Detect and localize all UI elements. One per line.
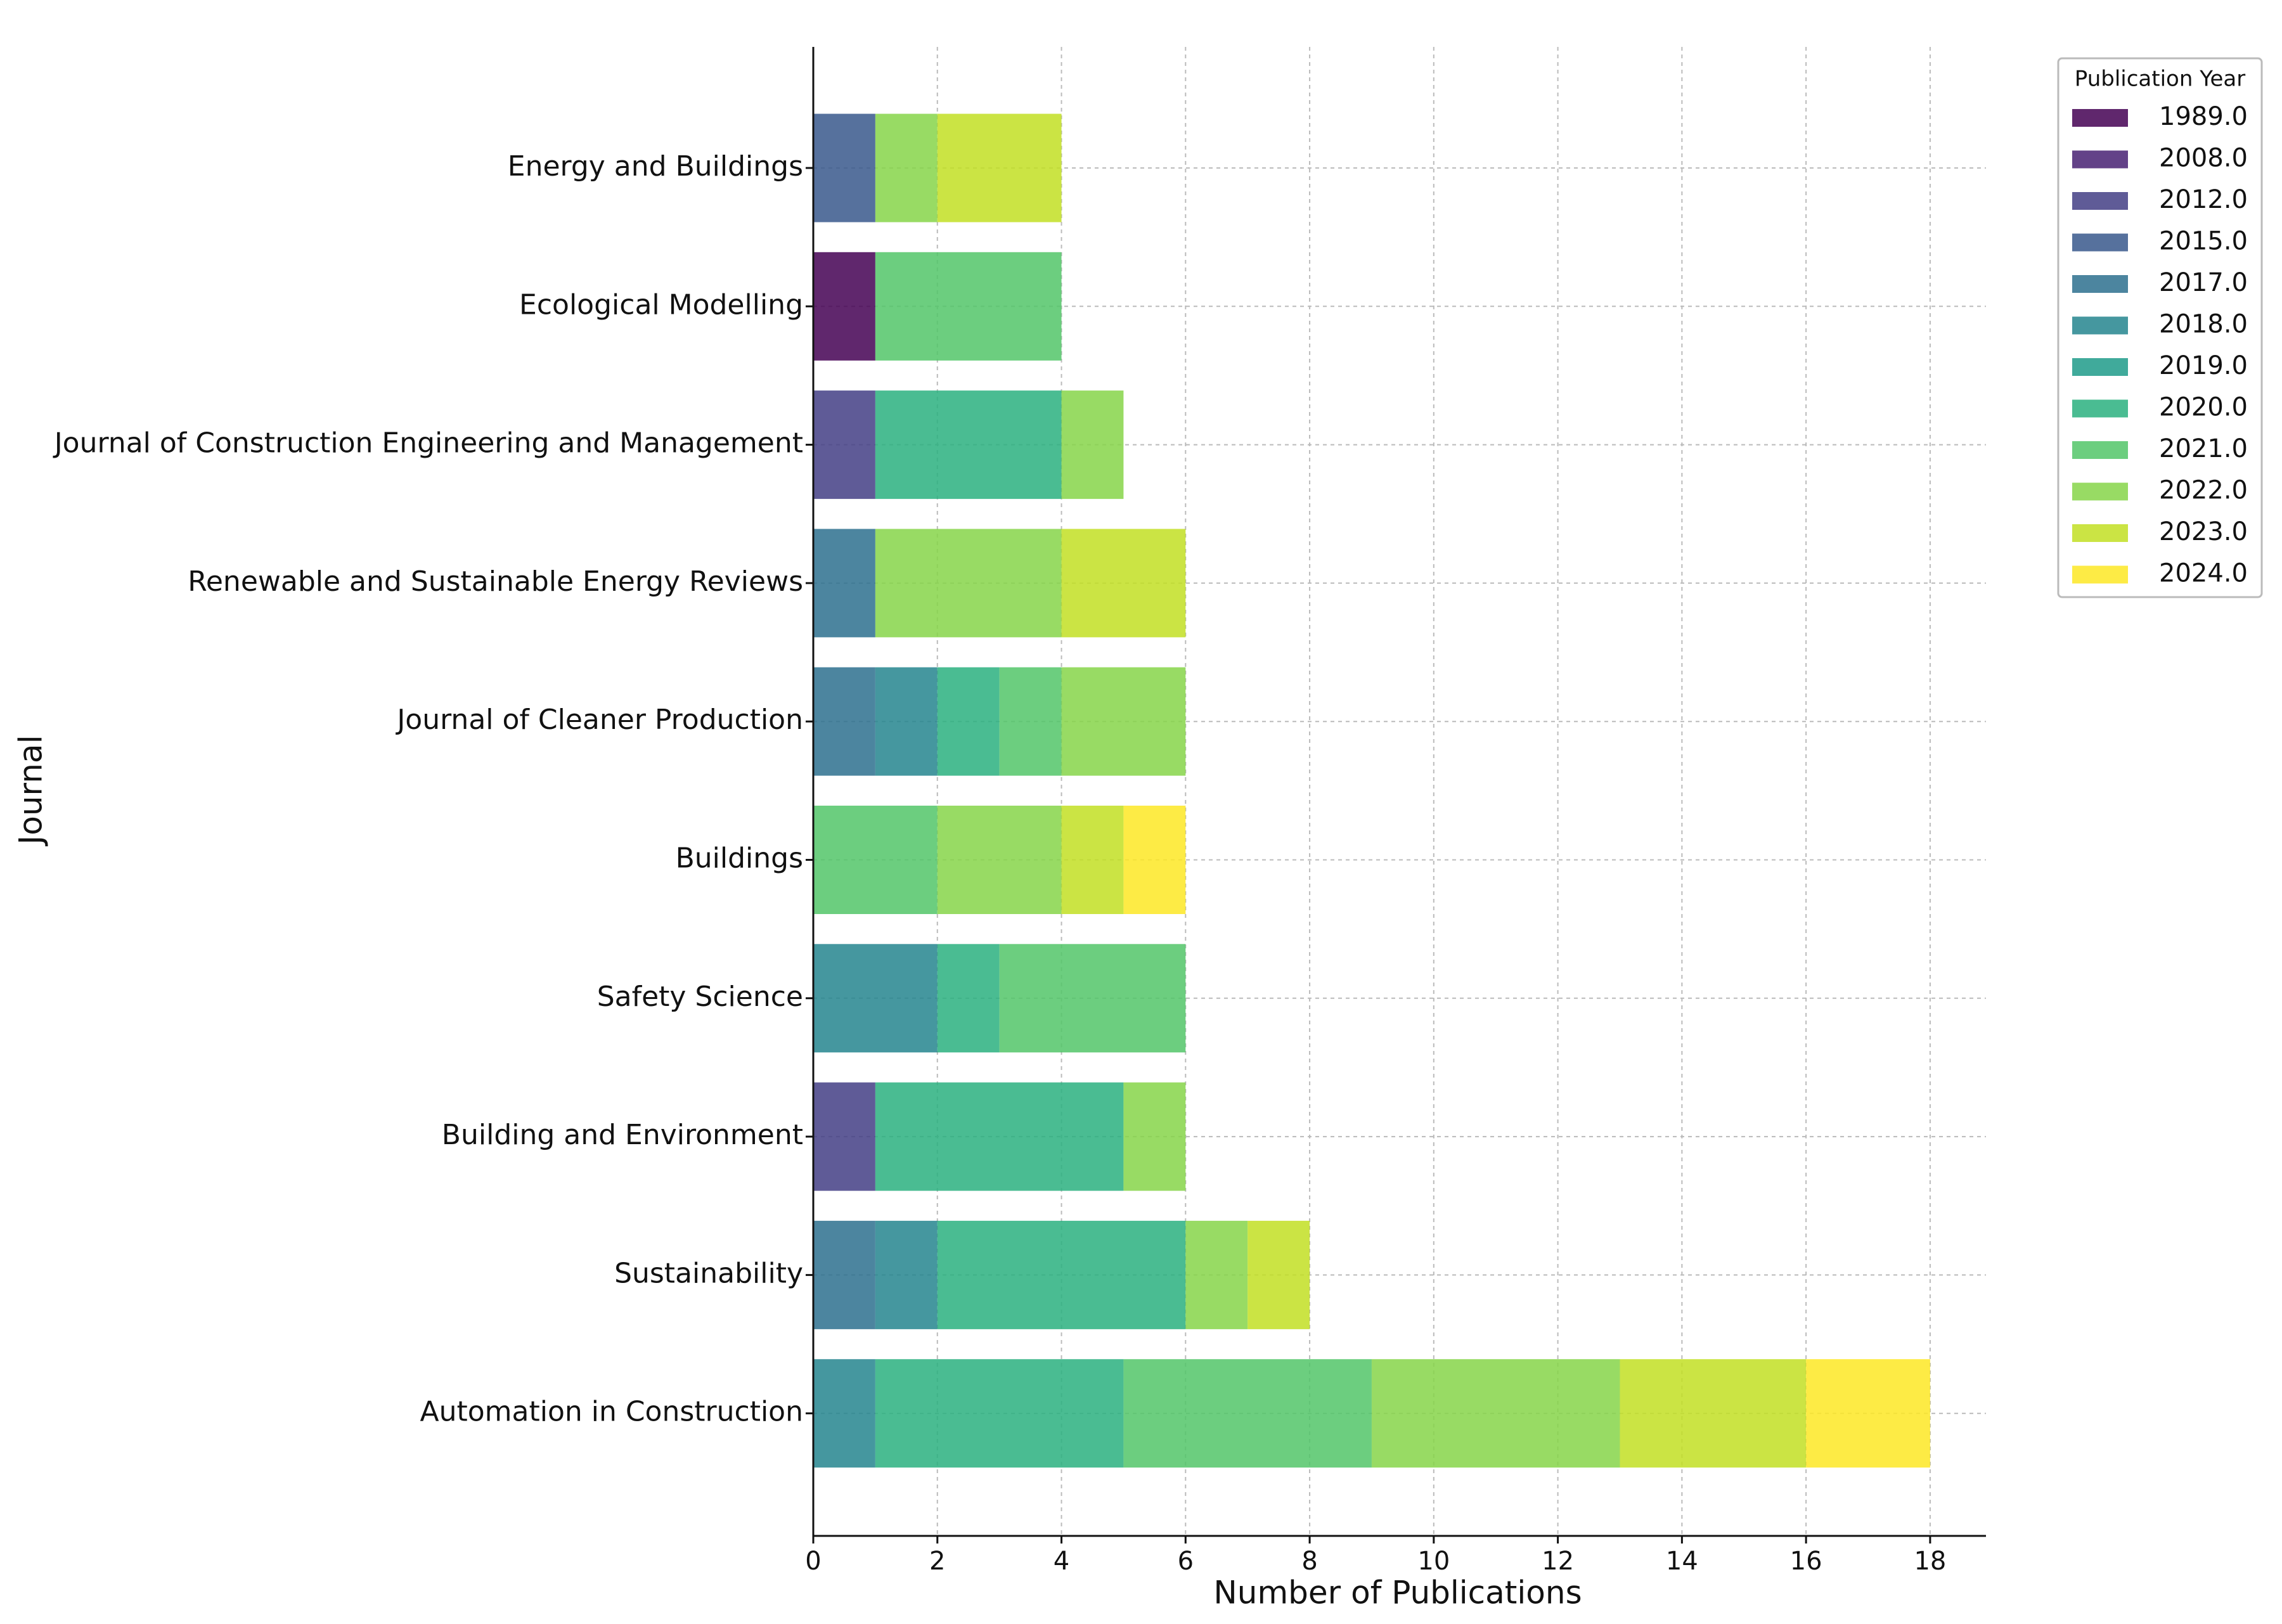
bar-segment [813, 667, 875, 776]
bar-segment [1061, 667, 1186, 776]
bar-segment [813, 1220, 875, 1329]
bar-segment [937, 944, 1000, 1053]
legend-swatch [2072, 524, 2128, 542]
bar-segment [937, 667, 1000, 776]
x-tick-label: 2 [929, 1547, 945, 1576]
bar-segment [1123, 1359, 1372, 1468]
bar-segment [1185, 1220, 1248, 1329]
bar-segment [875, 667, 938, 776]
bar-segment [1806, 1359, 1930, 1468]
bar-segment [1620, 1359, 1807, 1468]
legend-swatch [2072, 482, 2128, 501]
bar-segment [999, 944, 1186, 1053]
bar-segment [1247, 1220, 1310, 1329]
x-axis-label: Number of Publications [1213, 1575, 1582, 1611]
x-tick-label: 18 [1914, 1547, 1946, 1576]
y-tick-label: Journal of Construction Engineering and … [53, 427, 803, 460]
bar-segment [1061, 806, 1124, 914]
bar-segment [875, 113, 938, 222]
bar-segment [813, 252, 875, 361]
legend-swatch [2072, 192, 2128, 210]
bar-segment [875, 390, 1062, 499]
legend-label: 2020.0 [2159, 393, 2248, 422]
x-tick-label: 16 [1790, 1547, 1822, 1576]
bar-segment [813, 390, 875, 499]
bar-segment [937, 806, 1062, 914]
legend-label: 2008.0 [2159, 144, 2248, 173]
legend-label: 2019.0 [2159, 351, 2248, 380]
bar-segment [937, 1220, 1186, 1329]
bar-segment [875, 1359, 1124, 1468]
y-tick-label: Building and Environment [442, 1119, 803, 1151]
legend-swatch [2072, 565, 2128, 584]
x-tick-label: 4 [1054, 1547, 1069, 1576]
legend-swatch [2072, 233, 2128, 252]
y-tick-label: Sustainability [614, 1257, 803, 1289]
legend-label: 2018.0 [2159, 310, 2248, 339]
legend-swatch [2072, 358, 2128, 376]
legend-swatch [2072, 150, 2128, 169]
bar-segment [875, 1082, 1124, 1191]
x-tick-label: 10 [1417, 1547, 1450, 1576]
legend-swatch [2072, 441, 2128, 459]
bar-segment [813, 113, 875, 222]
x-tick-label: 14 [1666, 1547, 1698, 1576]
bar-segment [999, 667, 1062, 776]
x-tick-label: 6 [1178, 1547, 1194, 1576]
legend-label: 2024.0 [2159, 559, 2248, 588]
y-tick-label: Renewable and Sustainable Energy Reviews [188, 565, 803, 598]
legend-swatch [2072, 316, 2128, 335]
y-axis-label: Journal [13, 735, 49, 847]
legend-swatch [2072, 109, 2128, 127]
bar-segment [1061, 390, 1124, 499]
y-tick-label: Energy and Buildings [508, 150, 803, 183]
bar-segment [875, 529, 1062, 638]
bar-segment [813, 806, 938, 914]
bar-segment [1371, 1359, 1620, 1468]
bar-segment [813, 1082, 875, 1191]
legend-label: 2012.0 [2159, 185, 2248, 214]
legend-title: Publication Year [2075, 67, 2245, 92]
legend-swatch [2072, 399, 2128, 418]
bar-segment [813, 529, 875, 638]
bar-segment [813, 944, 938, 1053]
bar-segment [1061, 529, 1186, 638]
y-tick-label: Buildings [676, 842, 803, 875]
bar-segment [875, 252, 1062, 361]
x-tick-label: 12 [1542, 1547, 1574, 1576]
legend-label: 1989.0 [2159, 102, 2248, 131]
y-tick-label: Ecological Modelling [519, 288, 803, 321]
legend-label: 2021.0 [2159, 434, 2248, 463]
legend-label: 2017.0 [2159, 268, 2248, 297]
bar-segment [875, 1220, 938, 1329]
bar-segment [813, 1359, 875, 1468]
x-tick-label: 0 [805, 1547, 821, 1576]
legend-label: 2015.0 [2159, 227, 2248, 256]
bar-segment [1123, 806, 1186, 914]
legend-label: 2023.0 [2159, 517, 2248, 546]
bar-segment [1123, 1082, 1186, 1191]
bar-segment [937, 113, 1062, 222]
legend-swatch [2072, 275, 2128, 293]
x-tick-label: 8 [1301, 1547, 1317, 1576]
legend-label: 2022.0 [2159, 476, 2248, 505]
y-tick-label: Journal of Cleaner Production [395, 704, 803, 736]
y-tick-label: Safety Science [597, 981, 803, 1013]
y-tick-label: Automation in Construction [420, 1396, 803, 1428]
